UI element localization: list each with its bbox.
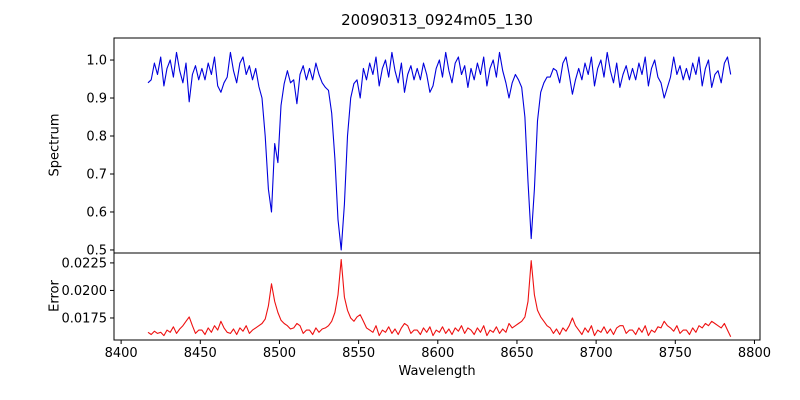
x-tick-label: 8550 [342, 346, 375, 361]
error-y-tick-label: 0.0175 [62, 311, 108, 326]
x-tick-label: 8450 [184, 346, 217, 361]
spectrum-y-tick-label: 0.5 [86, 243, 107, 258]
x-tick-label: 8800 [738, 346, 771, 361]
spectrum-plot-area [113, 37, 761, 254]
x-tick-label: 8700 [580, 346, 613, 361]
x-tick-label: 8750 [659, 346, 692, 361]
x-tick-label: 8600 [421, 346, 454, 361]
x-tick-label: 8650 [500, 346, 533, 361]
error-y-tick-label: 0.0225 [62, 256, 108, 271]
spectrum-line [147, 51, 732, 251]
spectrum-y-tick-label: 0.9 [86, 92, 107, 107]
spectrum-y-tick-label: 0.8 [86, 130, 107, 145]
spectrum-y-tick-label: 0.7 [86, 167, 107, 182]
plot-title: 20090313_0924m05_130 [341, 11, 533, 29]
error-plot-area [113, 252, 761, 341]
spectrum-y-tick-label: 0.6 [86, 205, 107, 220]
x-tick-label: 8500 [263, 346, 296, 361]
error-line [147, 259, 732, 337]
error-y-tick-label: 0.0200 [62, 284, 108, 299]
spectrum-y-tick-label: 1.0 [86, 54, 107, 69]
x-axis-label: Wavelength [398, 364, 476, 379]
x-tick-label: 8400 [105, 346, 138, 361]
